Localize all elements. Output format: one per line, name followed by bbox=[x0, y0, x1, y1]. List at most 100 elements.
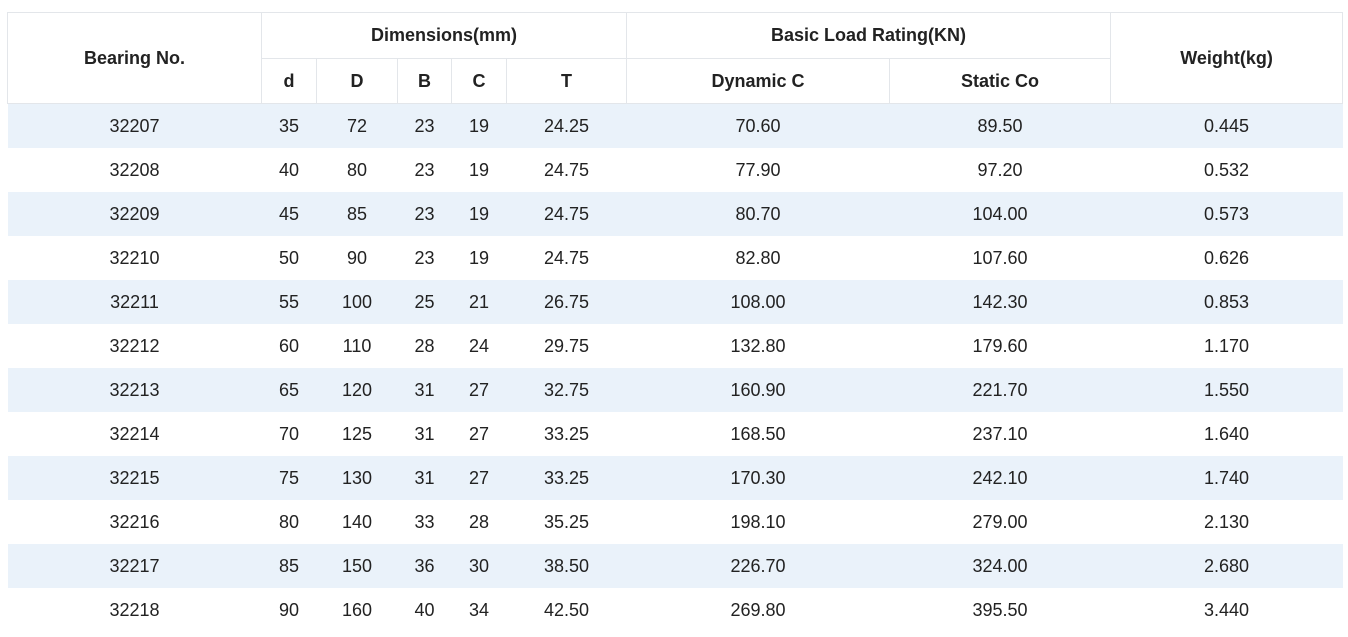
cell-bearing-no: 32210 bbox=[7, 236, 262, 280]
cell-static-co: 107.60 bbox=[889, 236, 1111, 280]
cell-weight: 1.170 bbox=[1110, 324, 1343, 368]
table-row: 32215 75 130 31 27 33.25 170.30 242.10 1.740 bbox=[7, 456, 1343, 500]
cell-d-large: 160 bbox=[316, 588, 398, 632]
cell-bearing-no: 32207 bbox=[7, 103, 262, 148]
cell-b: 25 bbox=[397, 280, 452, 324]
cell-b: 40 bbox=[397, 588, 452, 632]
cell-static-co: 395.50 bbox=[889, 588, 1111, 632]
cell-d-small: 80 bbox=[261, 500, 317, 544]
cell-dynamic-c: 82.80 bbox=[626, 236, 890, 280]
table-body: 32207 35 72 23 19 24.25 70.60 89.50 0.445 32208 40… bbox=[7, 103, 1343, 632]
cell-dynamic-c: 168.50 bbox=[626, 412, 890, 456]
cell-weight: 2.130 bbox=[1110, 500, 1343, 544]
table-row: 32207 35 72 23 19 24.25 70.60 89.50 0.445 bbox=[7, 103, 1343, 148]
cell-b: 31 bbox=[397, 456, 452, 500]
cell-static-co: 324.00 bbox=[889, 544, 1111, 588]
cell-b: 23 bbox=[397, 148, 452, 192]
cell-bearing-no: 32209 bbox=[7, 192, 262, 236]
cell-c: 27 bbox=[451, 456, 507, 500]
cell-d-small: 60 bbox=[261, 324, 317, 368]
cell-c: 19 bbox=[451, 236, 507, 280]
cell-c: 30 bbox=[451, 544, 507, 588]
cell-d-large: 140 bbox=[316, 500, 398, 544]
header-d-large: D bbox=[316, 58, 398, 104]
cell-dynamic-c: 269.80 bbox=[626, 588, 890, 632]
header-weight: Weight(kg) bbox=[1110, 12, 1344, 104]
cell-d-large: 110 bbox=[316, 324, 398, 368]
cell-dynamic-c: 108.00 bbox=[626, 280, 890, 324]
cell-b: 33 bbox=[397, 500, 452, 544]
header-c: C bbox=[451, 58, 507, 104]
cell-t: 24.25 bbox=[506, 103, 627, 148]
cell-d-large: 90 bbox=[316, 236, 398, 280]
table-row: 32218 90 160 40 34 42.50 269.80 395.50 3.440 bbox=[7, 588, 1343, 632]
cell-bearing-no: 32211 bbox=[7, 280, 262, 324]
cell-d-large: 130 bbox=[316, 456, 398, 500]
cell-d-large: 150 bbox=[316, 544, 398, 588]
cell-t: 42.50 bbox=[506, 588, 627, 632]
table-header: Bearing No. Dimensions(mm) Basic Load Ra… bbox=[7, 12, 1344, 104]
cell-dynamic-c: 70.60 bbox=[626, 103, 890, 148]
cell-d-small: 90 bbox=[261, 588, 317, 632]
cell-t: 32.75 bbox=[506, 368, 627, 412]
cell-static-co: 142.30 bbox=[889, 280, 1111, 324]
bearing-spec-table-container: Bearing No. Dimensions(mm) Basic Load Ra… bbox=[7, 12, 1344, 632]
cell-c: 27 bbox=[451, 368, 507, 412]
cell-t: 24.75 bbox=[506, 236, 627, 280]
cell-bearing-no: 32217 bbox=[7, 544, 262, 588]
table-row: 32213 65 120 31 27 32.75 160.90 221.70 1.550 bbox=[7, 368, 1343, 412]
cell-t: 35.25 bbox=[506, 500, 627, 544]
header-basic-load-rating: Basic Load Rating(KN) bbox=[625, 12, 1112, 59]
cell-static-co: 221.70 bbox=[889, 368, 1111, 412]
cell-static-co: 237.10 bbox=[889, 412, 1111, 456]
cell-d-small: 35 bbox=[261, 103, 317, 148]
cell-static-co: 104.00 bbox=[889, 192, 1111, 236]
cell-bearing-no: 32218 bbox=[7, 588, 262, 632]
cell-d-small: 85 bbox=[261, 544, 317, 588]
cell-bearing-no: 32216 bbox=[7, 500, 262, 544]
cell-weight: 1.640 bbox=[1110, 412, 1343, 456]
bearing-spec-table: Bearing No. Dimensions(mm) Basic Load Ra… bbox=[7, 12, 1344, 632]
cell-d-small: 45 bbox=[261, 192, 317, 236]
cell-weight: 2.680 bbox=[1110, 544, 1343, 588]
cell-static-co: 97.20 bbox=[889, 148, 1111, 192]
cell-t: 24.75 bbox=[506, 148, 627, 192]
cell-dynamic-c: 198.10 bbox=[626, 500, 890, 544]
cell-c: 19 bbox=[451, 148, 507, 192]
cell-weight: 3.440 bbox=[1110, 588, 1343, 632]
cell-d-small: 50 bbox=[261, 236, 317, 280]
table-row: 32216 80 140 33 28 35.25 198.10 279.00 2.130 bbox=[7, 500, 1343, 544]
cell-b: 31 bbox=[397, 368, 452, 412]
cell-b: 36 bbox=[397, 544, 452, 588]
table-row: 32211 55 100 25 21 26.75 108.00 142.30 0.853 bbox=[7, 280, 1343, 324]
cell-d-large: 100 bbox=[316, 280, 398, 324]
cell-t: 26.75 bbox=[506, 280, 627, 324]
cell-t: 24.75 bbox=[506, 192, 627, 236]
cell-t: 38.50 bbox=[506, 544, 627, 588]
cell-weight: 0.626 bbox=[1110, 236, 1343, 280]
cell-static-co: 279.00 bbox=[889, 500, 1111, 544]
cell-weight: 0.445 bbox=[1110, 103, 1343, 148]
cell-dynamic-c: 80.70 bbox=[626, 192, 890, 236]
cell-weight: 1.740 bbox=[1110, 456, 1343, 500]
cell-c: 19 bbox=[451, 103, 507, 148]
table-row: 32212 60 110 28 24 29.75 132.80 179.60 1.170 bbox=[7, 324, 1343, 368]
cell-static-co: 179.60 bbox=[889, 324, 1111, 368]
table-row: 32209 45 85 23 19 24.75 80.70 104.00 0.573 bbox=[7, 192, 1343, 236]
header-t: T bbox=[506, 58, 627, 104]
cell-weight: 0.853 bbox=[1110, 280, 1343, 324]
cell-static-co: 242.10 bbox=[889, 456, 1111, 500]
cell-dynamic-c: 77.90 bbox=[626, 148, 890, 192]
table-row: 32208 40 80 23 19 24.75 77.90 97.20 0.532 bbox=[7, 148, 1343, 192]
cell-dynamic-c: 132.80 bbox=[626, 324, 890, 368]
header-row-sub: d D B C T Dynamic C Static Co bbox=[8, 58, 1343, 104]
table-row: 32217 85 150 36 30 38.50 226.70 324.00 2.680 bbox=[7, 544, 1343, 588]
cell-b: 23 bbox=[397, 103, 452, 148]
cell-bearing-no: 32212 bbox=[7, 324, 262, 368]
cell-c: 24 bbox=[451, 324, 507, 368]
table-row: 32214 70 125 31 27 33.25 168.50 237.10 1.640 bbox=[7, 412, 1343, 456]
cell-bearing-no: 32215 bbox=[7, 456, 262, 500]
cell-d-large: 120 bbox=[316, 368, 398, 412]
header-b: B bbox=[397, 58, 452, 104]
header-d-small: d bbox=[261, 58, 317, 104]
